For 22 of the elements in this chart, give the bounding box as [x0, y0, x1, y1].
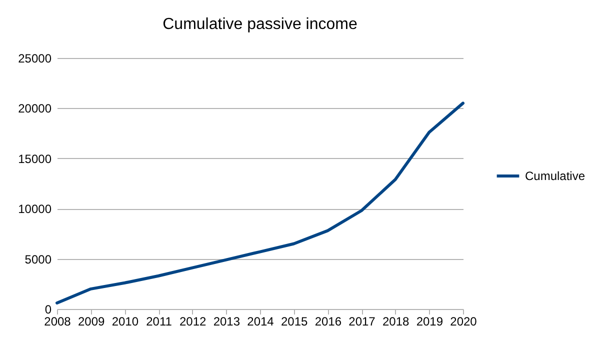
y-tick-label: 10000: [18, 202, 52, 216]
x-tick-label: 2009: [78, 314, 106, 328]
y-tick-label: 15000: [18, 152, 52, 166]
x-tick-label: 2018: [382, 314, 410, 328]
chart-title: Cumulative passive income: [162, 16, 358, 33]
x-tick-label: 2010: [112, 314, 139, 328]
legend-label: Cumulative: [525, 169, 586, 183]
y-tick-label: 25000: [18, 52, 52, 66]
x-tick-label: 2020: [450, 314, 478, 328]
x-tick-label: 2017: [348, 314, 376, 328]
x-tick-label: 2014: [247, 314, 274, 328]
y-tick-label: 5000: [24, 252, 52, 266]
x-tick-label: 2013: [213, 314, 240, 328]
y-tick-label: 0: [44, 302, 52, 316]
x-tick-label: 2015: [280, 314, 308, 328]
x-tick-label: 2012: [179, 314, 207, 328]
y-tick-label: 20000: [18, 102, 52, 116]
x-tick-label: 2011: [146, 314, 172, 328]
line-series: [56, 102, 464, 304]
x-tick-label: 2008: [44, 314, 72, 328]
x-tick-label: 2019: [416, 314, 444, 328]
x-tick-label: 2016: [314, 314, 342, 328]
